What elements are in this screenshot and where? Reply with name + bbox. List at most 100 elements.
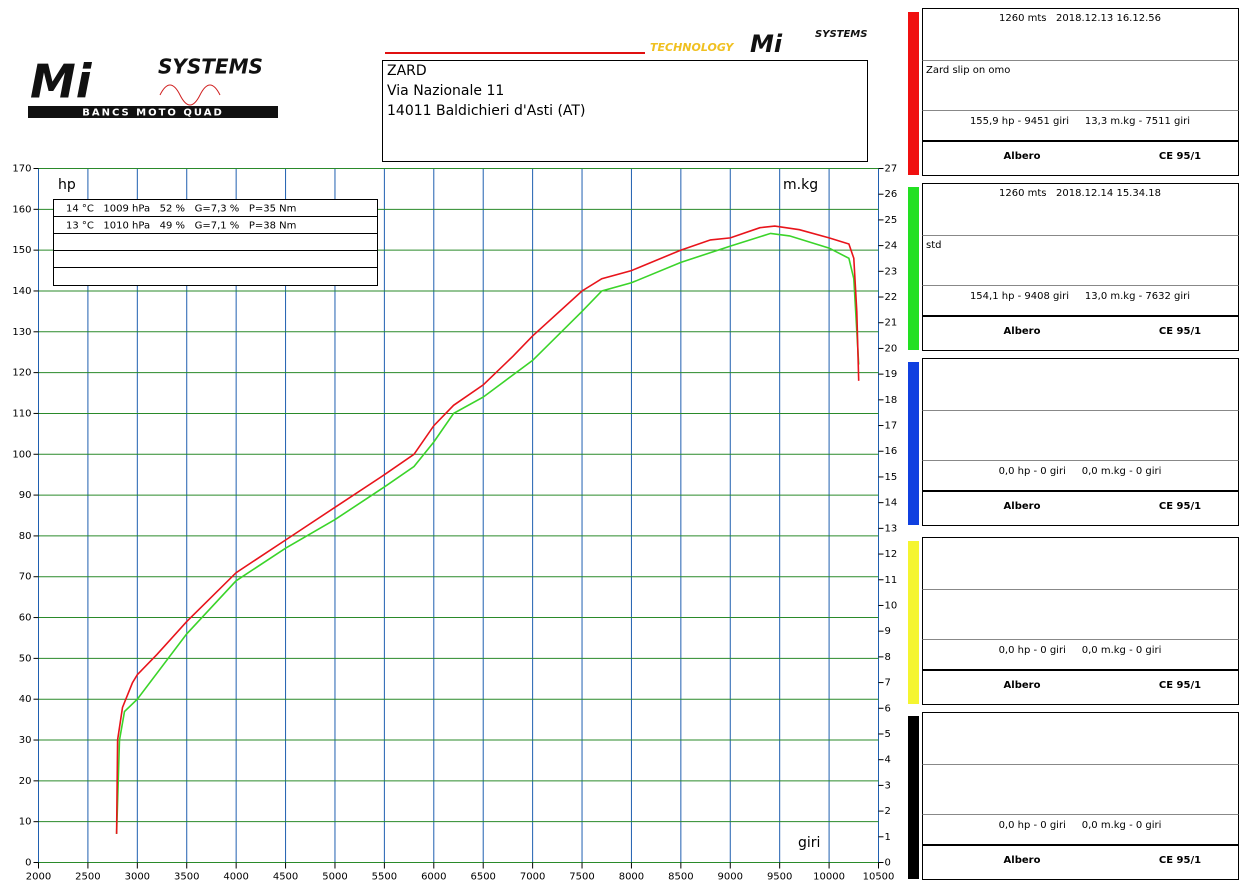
power-curve (115, 225, 860, 834)
logo-mark: Mi (750, 30, 783, 58)
logo-mark: Mi (30, 55, 93, 109)
address-line: ZARD (387, 63, 427, 79)
address-line: 14011 Baldichieri d'Asti (AT) (387, 103, 585, 119)
panel-shaft: Albero (1004, 151, 1041, 162)
panel-frame (922, 537, 1239, 705)
panel-shaft: Albero (1004, 680, 1041, 691)
y2-tick-label: 19 (885, 369, 898, 380)
panel-shaft: Albero (1004, 855, 1041, 866)
logo-name: SYSTEMS (815, 29, 867, 40)
y2-tick-label: 5 (885, 729, 891, 740)
x-tick-label: 9500 (767, 872, 792, 883)
axes: 2000 2500 3000 3500 4000 4500 5000 5500 6000 6500… (12, 164, 897, 883)
panel-note: std (926, 240, 941, 251)
panel-summary: 0,0 hp - 0 giri 0,0 m.kg - 0 giri (999, 820, 1162, 831)
y2-tick-label: 14 (885, 498, 898, 509)
y2-tick-label: 2 (885, 806, 891, 817)
panel-shaft: Albero (1004, 326, 1041, 337)
x-tick-label: 3000 (125, 872, 150, 883)
panel-standard: CE 95/1 (1159, 680, 1201, 691)
y-axis-label: hp (58, 177, 76, 193)
y2-axis-label: m.kg (783, 177, 818, 193)
panel-frame (922, 358, 1239, 526)
table-frame (53, 199, 378, 286)
x-tick-label: 3500 (174, 872, 199, 883)
panel-standard: CE 95/1 (1159, 326, 1201, 337)
y2-tick-label: 24 (885, 241, 898, 252)
y2-tick-label: 7 (885, 678, 891, 689)
y-tick-label: 70 (19, 572, 32, 583)
conditions-row: 14 °C 1009 hPa 52 % G=7,3 % P=35 Nm (66, 204, 296, 215)
panel-frame (922, 712, 1239, 880)
panel-summary: 154,1 hp - 9408 giri 13,0 m.kg - 7632 gi… (970, 291, 1190, 302)
logo-tag: TECHNOLOGY (650, 41, 734, 54)
panel-standard: CE 95/1 (1159, 501, 1201, 512)
logo-sub: BANCS MOTO QUAD (82, 108, 224, 119)
run-panels: 1260 mts 2018.12.13 16.12.56 Zard slip on… (908, 8, 1239, 880)
y2-tick-label: 23 (885, 266, 898, 277)
x-tick-label: 2000 (26, 872, 51, 883)
panel-frame (922, 8, 1239, 176)
x-tick-label: 4000 (223, 872, 248, 883)
panel-note: Zard slip on omo (926, 65, 1010, 76)
x-tick-label: 5000 (322, 872, 347, 883)
y-tick-label: 0 (25, 858, 31, 869)
x-tick-label: 5500 (372, 872, 397, 883)
y2-tick-label: 26 (885, 189, 898, 200)
panel-frame (922, 183, 1239, 351)
y2-tick-label: 27 (885, 164, 898, 175)
y-tick-label: 30 (19, 735, 32, 746)
y2-tick-label: 22 (885, 292, 898, 303)
logo-band (28, 106, 278, 118)
y-tick-label: 40 (19, 694, 32, 705)
x-tick-label: 7500 (569, 872, 594, 883)
y-tick-label: 110 (12, 408, 31, 419)
y-tick-label: 50 (19, 653, 32, 664)
y-tick-label: 100 (12, 449, 31, 460)
y-tick-label: 80 (19, 531, 32, 542)
x-tick-label: 7000 (520, 872, 545, 883)
y2-tick-label: 25 (885, 215, 898, 226)
x-tick-label: 10500 (863, 872, 895, 883)
panel-shaft: Albero (1004, 501, 1041, 512)
y-tick-label: 170 (12, 164, 31, 175)
y2-tick-label: 15 (885, 472, 898, 483)
color-bar (908, 541, 919, 704)
panel-header: 1260 mts 2018.12.13 16.12.56 (999, 13, 1161, 24)
y2-tick-label: 18 (885, 395, 898, 406)
panel-summary: 155,9 hp - 9451 giri 13,3 m.kg - 7511 gi… (970, 116, 1190, 127)
y-tick-label: 150 (12, 245, 31, 256)
x-tick-label: 10000 (813, 872, 845, 883)
panel-summary: 0,0 hp - 0 giri 0,0 m.kg - 0 giri (999, 645, 1162, 656)
y-tick-label: 60 (19, 613, 32, 624)
color-bar (908, 716, 919, 879)
y2-tick-label: 1 (885, 832, 891, 843)
color-bar (908, 362, 919, 525)
y2-tick-label: 10 (885, 600, 898, 611)
address-line: Via Nazionale 11 (387, 83, 504, 99)
x-tick-label: 2500 (75, 872, 100, 883)
x-tick-label: 8500 (668, 872, 693, 883)
conditions-table: 14 °C 1009 hPa 52 % G=7,3 % P=35 Nm 13 °C… (53, 199, 378, 286)
y2-tick-label: 0 (885, 858, 891, 869)
customer-box (382, 60, 868, 162)
customer-address: ZARD Via Nazionale 11 14011 Baldichieri d'… (387, 63, 585, 119)
logo-wave (159, 84, 221, 106)
y-tick-label: 130 (12, 327, 31, 338)
panel-standard: CE 95/1 (1159, 151, 1201, 162)
panel-summary: 0,0 hp - 0 giri 0,0 m.kg - 0 giri (999, 466, 1162, 477)
color-bar (908, 12, 919, 175)
y2-tick-label: 16 (885, 446, 898, 457)
left-logo: Mi SYSTEMS BANCS MOTO QUAD (28, 55, 278, 119)
x-tick-label: 6000 (421, 872, 446, 883)
curves (115, 225, 860, 834)
panel-header: 1260 mts 2018.12.14 15.34.18 (999, 188, 1161, 199)
x-axis-label: giri (798, 835, 820, 851)
logo-name: SYSTEMS (158, 55, 263, 79)
color-bar (908, 187, 919, 350)
panel-standard: CE 95/1 (1159, 855, 1201, 866)
y2-tick-label: 8 (885, 652, 891, 663)
x-tick-label: 9000 (718, 872, 743, 883)
y2-tick-label: 21 (885, 318, 898, 329)
